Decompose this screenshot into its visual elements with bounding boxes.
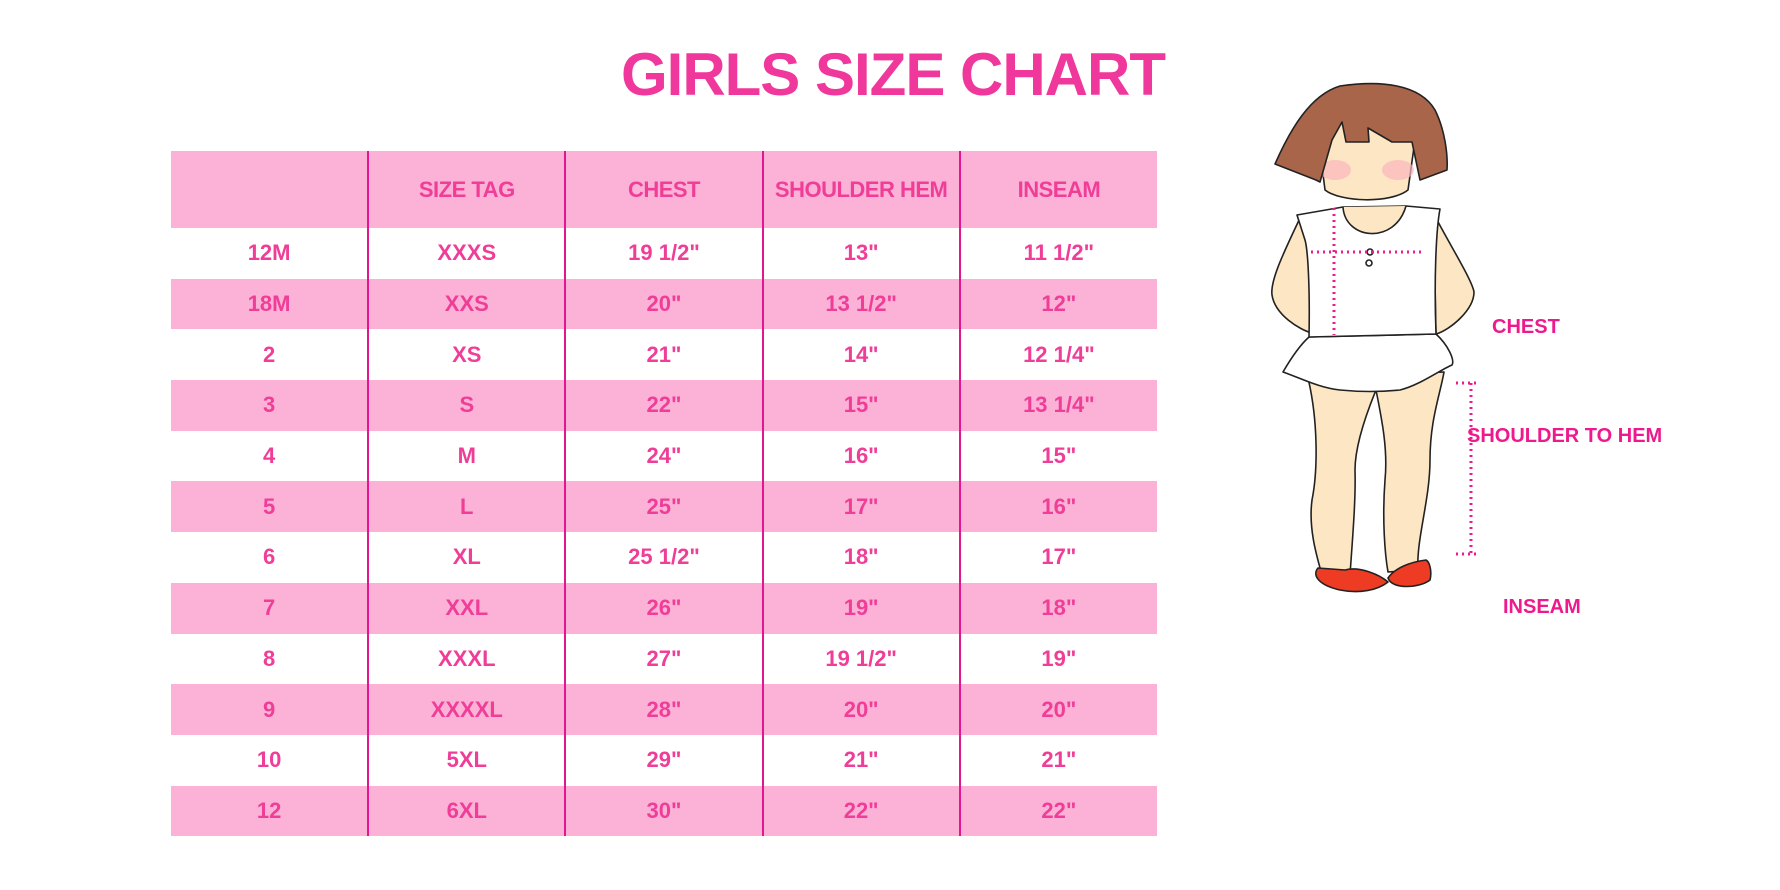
hair <box>1274 82 1448 183</box>
column-header: SIZE TAG <box>367 151 566 228</box>
table-row: 2 XS 21" 14" 12 1/4" <box>171 329 1157 381</box>
arm-right <box>1433 217 1475 335</box>
table-cell: 17" <box>761 481 960 533</box>
table-cell: 5 <box>171 481 369 533</box>
table-cell: 24" <box>564 430 763 482</box>
table-cell: 22" <box>564 380 763 431</box>
table-cell: 22" <box>958 785 1157 837</box>
table-cell: 20" <box>958 684 1157 735</box>
column-header: CHEST <box>564 151 763 228</box>
table-cell: 19 1/2" <box>564 228 763 279</box>
shirt <box>1296 205 1441 338</box>
table-cell: XXL <box>367 582 566 634</box>
table-cell: 28" <box>564 684 763 735</box>
table-cell: 5XL <box>367 734 566 786</box>
table-cell: 6 <box>262 544 276 570</box>
table-cell: 21" <box>761 734 960 786</box>
table-cell: 13" <box>761 228 960 279</box>
table-cell: 18" <box>958 582 1157 634</box>
table-row: 5 L 25" 17" 16" <box>171 481 1157 533</box>
table-cell: 12" <box>958 278 1157 330</box>
neckline <box>1342 205 1407 235</box>
table-cell: 20" <box>761 684 960 735</box>
table-cell: XS <box>367 329 566 381</box>
table-row: 10 5XL 29" 21" 21" <box>171 734 1157 786</box>
table-cell: 11 1/2" <box>958 228 1157 279</box>
arm-left <box>1271 217 1313 334</box>
table-cell: 14" <box>761 329 960 381</box>
chest-label: CHEST <box>1492 316 1560 338</box>
table-cell: 22" <box>761 785 960 837</box>
table-row: 7 XXL 26" 19" 18" <box>171 582 1157 634</box>
table-cell: 18M <box>171 278 369 330</box>
shoe-left <box>1315 567 1389 593</box>
table-cell: 8 <box>262 645 276 671</box>
table-cell: 18" <box>761 532 960 583</box>
table-cell: 29" <box>564 734 763 786</box>
table-cell: XXXS <box>367 228 566 279</box>
table-cell: 25 1/2" <box>564 532 763 583</box>
table-row: 6 XL 25 1/2" 18" 17" <box>171 532 1157 583</box>
table-cell: 7 <box>171 582 369 634</box>
size-chart-table: SIZE TAG CHEST SHOULDER HEM INSEAM 12M XXXS 1… <box>171 151 1157 837</box>
table-row: 18M XXS 20" 13 1/2" 12" <box>171 278 1157 330</box>
face <box>1319 109 1416 201</box>
table-header-row: SIZE TAG CHEST SHOULDER HEM INSEAM <box>171 151 1157 228</box>
table-row: 12 6XL 30" 22" 22" <box>171 785 1157 837</box>
table-cell: XXXXL <box>367 684 566 735</box>
table-cell: S <box>367 380 566 431</box>
skirt-ruffle <box>1282 333 1454 393</box>
table-cell: 20" <box>564 278 763 330</box>
table-row: 8 XXXL 27" 19 1/2" 19" <box>171 633 1157 685</box>
legs <box>1307 371 1445 576</box>
table-cell: 17" <box>958 532 1157 583</box>
table-cell: 12 <box>171 785 369 837</box>
table-cell: XXXL <box>367 633 566 685</box>
table-cell: 12M <box>247 240 291 266</box>
table-cell: 25" <box>564 481 763 533</box>
table-cell: 12 1/4" <box>958 329 1157 381</box>
column-header: INSEAM <box>958 151 1157 228</box>
table-cell: 15" <box>761 380 960 431</box>
table-cell: 6XL <box>367 785 566 837</box>
table-row: 4 M 24" 16" 15" <box>171 430 1157 482</box>
column-header: SHOULDER HEM <box>761 151 960 228</box>
table-cell: 19" <box>958 633 1157 685</box>
table-row: 12M XXXS 19 1/2" 13" 11 1/2" <box>171 228 1157 279</box>
table-cell: 21" <box>958 734 1157 786</box>
inseam-label: INSEAM <box>1503 596 1581 618</box>
column-header <box>171 151 369 228</box>
table-cell: 3 <box>171 380 369 431</box>
table-cell: 27" <box>564 633 763 685</box>
table-cell: 4 <box>262 443 276 469</box>
table-cell: 10 <box>256 747 282 773</box>
shoe-right <box>1387 559 1432 588</box>
table-cell: M <box>367 430 566 482</box>
shoulder-to-hem-label: SHOULDER TO HEM <box>1467 425 1663 447</box>
table-cell: 26" <box>564 582 763 634</box>
table-cell: 13 1/2" <box>761 278 960 330</box>
table-cell: 21" <box>564 329 763 381</box>
table-cell: 16" <box>761 430 960 482</box>
page-title: GIRLS SIZE CHART <box>620 41 1166 108</box>
table-cell: XL <box>367 532 566 583</box>
table-cell: 9 <box>171 684 369 735</box>
table-cell: 15" <box>958 430 1157 482</box>
table-cell: 16" <box>958 481 1157 533</box>
table-cell: XXS <box>367 278 566 330</box>
table-cell: 2 <box>262 341 276 367</box>
table-row: 9 XXXXL 28" 20" 20" <box>171 684 1157 735</box>
table-cell: 30" <box>564 785 763 837</box>
table-row: 3 S 22" 15" 13 1/4" <box>171 380 1157 431</box>
table-cell: 19" <box>761 582 960 634</box>
table-cell: L <box>367 481 566 533</box>
table-cell: 19 1/2" <box>761 633 960 685</box>
table-cell: 13 1/4" <box>958 380 1157 431</box>
